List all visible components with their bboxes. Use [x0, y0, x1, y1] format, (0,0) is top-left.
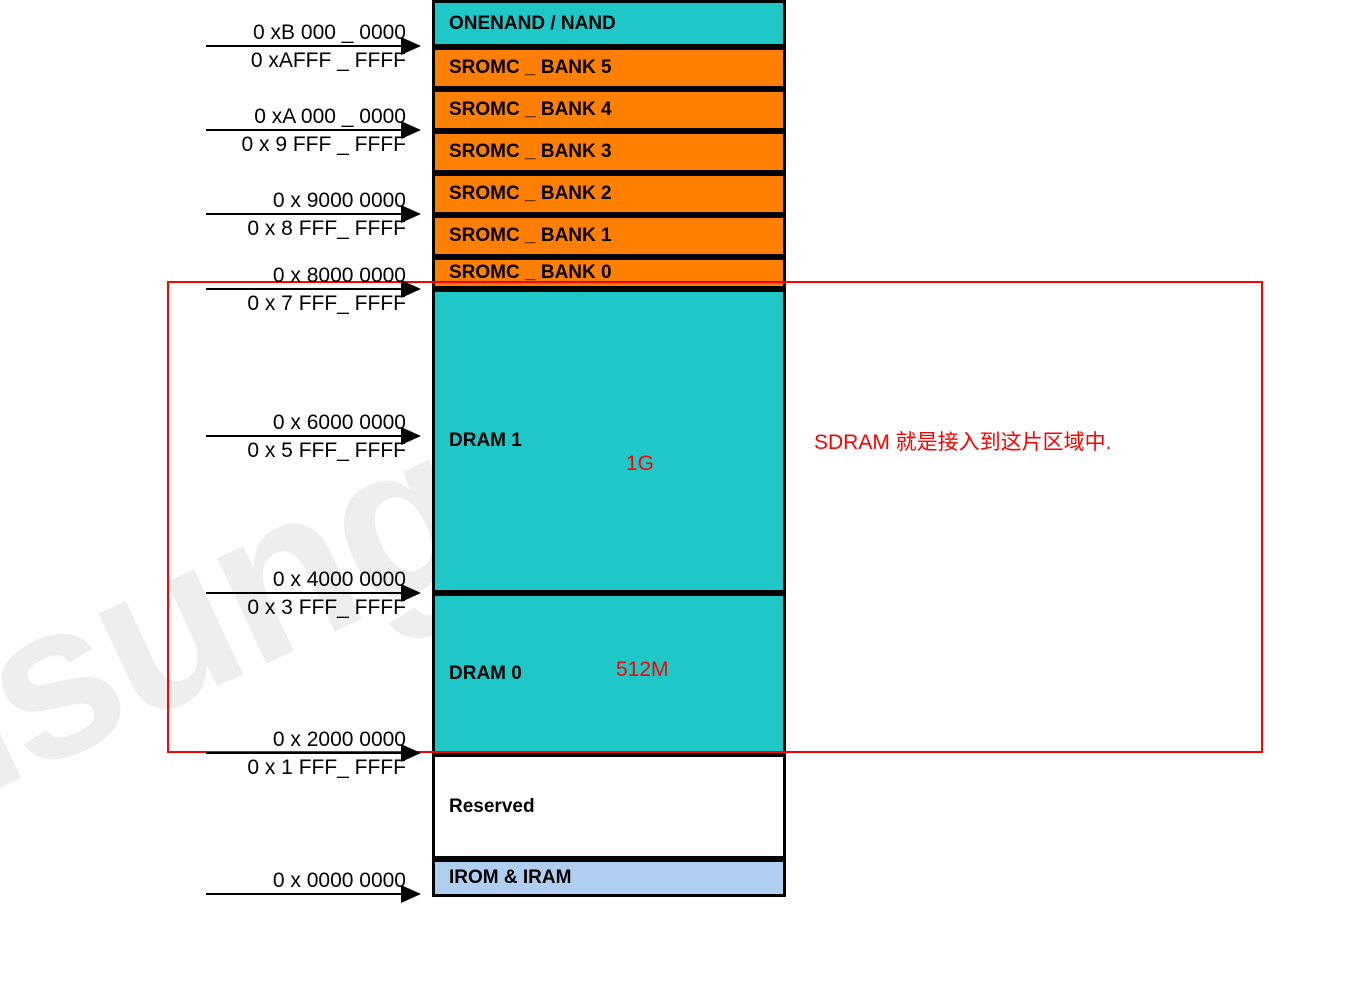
block-onenand: ONENAND / NAND — [432, 0, 786, 47]
block-reserved: Reserved — [432, 754, 786, 859]
address-top: 0 x 2000 0000 — [206, 728, 406, 752]
highlight-box-dram — [167, 281, 1263, 753]
address-bottom: 0 x 9 FFF _ FFFF — [206, 133, 406, 157]
address-bottom: 0 x 1 FFF_ FFFF — [206, 756, 406, 780]
block-label: SROMC _ BANK 1 — [449, 225, 612, 247]
address-top: 0 x 0000 0000 — [206, 869, 406, 893]
address-underline — [206, 435, 401, 437]
block-label: Reserved — [449, 796, 535, 818]
address-top: 0 x 9000 0000 — [206, 189, 406, 213]
annotation-sdram: SDRAM 就是接入到这片区域中. — [814, 426, 1112, 456]
address-underline — [206, 288, 401, 290]
address-bottom: 0 x 3 FFF_ FFFF — [206, 596, 406, 620]
address-top: 0 xA 000 _ 0000 — [206, 105, 406, 129]
address-top: 0 x 6000 0000 — [206, 411, 406, 435]
address-underline — [206, 129, 401, 131]
arrow-icon — [401, 885, 421, 903]
block-label: SROMC _ BANK 2 — [449, 183, 612, 205]
block-label: SROMC _ BANK 4 — [449, 99, 612, 121]
address-underline — [206, 592, 401, 594]
address-top: 0 x 8000 0000 — [206, 264, 406, 288]
address-bottom: 0 x 7 FFF_ FFFF — [206, 292, 406, 316]
block-sromc-bank4: SROMC _ BANK 4 — [432, 89, 786, 131]
block-sromc-bank1: SROMC _ BANK 1 — [432, 215, 786, 257]
block-sromc-bank3: SROMC _ BANK 3 — [432, 131, 786, 173]
address-top: 0 x 4000 0000 — [206, 568, 406, 592]
block-sromc-bank2: SROMC _ BANK 2 — [432, 173, 786, 215]
address-underline — [206, 893, 401, 895]
block-label: SROMC _ BANK 3 — [449, 141, 612, 163]
block-label: IROM & IRAM — [449, 867, 571, 889]
block-label: ONENAND / NAND — [449, 13, 616, 35]
memory-map-diagram: ONENAND / NAND SROMC _ BANK 5 SROMC _ BA… — [0, 0, 1371, 994]
block-irom-iram: IROM & IRAM — [432, 859, 786, 897]
address-top: 0 xB 000 _ 0000 — [206, 21, 406, 45]
block-sromc-bank5: SROMC _ BANK 5 — [432, 47, 786, 89]
address-bottom: 0 x 8 FFF_ FFFF — [206, 217, 406, 241]
address-bottom: 0 x 5 FFF_ FFFF — [206, 439, 406, 463]
address-underline — [206, 45, 401, 47]
address-underline — [206, 213, 401, 215]
address-bottom: 0 xAFFF _ FFFF — [206, 49, 406, 73]
block-label: SROMC _ BANK 5 — [449, 57, 612, 79]
address-underline — [206, 752, 401, 754]
